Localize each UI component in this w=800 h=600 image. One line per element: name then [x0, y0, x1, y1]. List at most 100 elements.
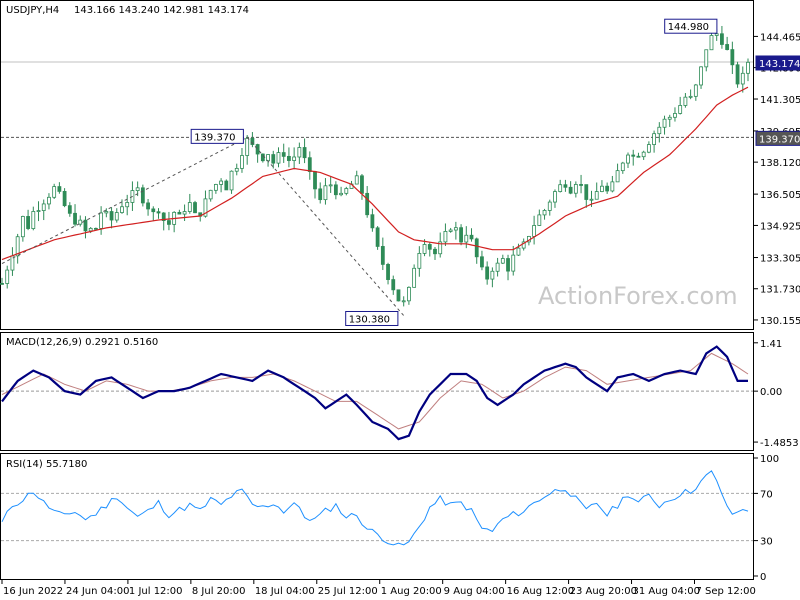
candle-body	[323, 185, 328, 201]
candle-body	[506, 258, 510, 272]
rsi-ytick-label: 100	[760, 454, 779, 465]
annotation-130380-box	[345, 310, 399, 326]
candle-body	[109, 211, 114, 221]
candle-body	[568, 186, 573, 194]
candle-body	[140, 187, 145, 204]
candle-body	[730, 49, 735, 66]
candle-body	[443, 231, 448, 243]
candle-body	[213, 184, 218, 191]
candle-body	[224, 180, 229, 191]
candle-body	[495, 262, 500, 272]
candle-body	[276, 152, 281, 164]
annotation-144980-text: 144.980	[668, 22, 709, 33]
candle-body	[47, 196, 51, 205]
candle-body	[370, 214, 375, 229]
candle-body	[725, 44, 730, 50]
candle-body	[0, 282, 4, 285]
candle-body	[255, 144, 260, 155]
candle-body	[542, 210, 547, 216]
candle-body	[203, 198, 208, 217]
rsi-ytick-label: 0	[760, 572, 766, 583]
candle-body	[683, 96, 688, 106]
candle-body	[396, 289, 401, 302]
candle-body	[36, 210, 41, 212]
candle-body	[365, 192, 370, 216]
candle-body	[589, 198, 594, 201]
annotation-130380-text: 130.380	[349, 314, 390, 325]
candle-body	[709, 35, 714, 51]
candle-body	[318, 188, 323, 201]
candle-body	[453, 227, 458, 231]
candle-body	[339, 192, 343, 196]
price-ytick-label: 131.730	[760, 285, 800, 296]
candle-body	[558, 184, 563, 192]
candle-body	[31, 211, 36, 229]
candle-body	[652, 133, 656, 145]
rsi-panel	[0, 453, 754, 580]
candle-body	[120, 206, 124, 213]
x-tick-label: 7 Sep 12:00	[695, 586, 755, 597]
candle-body	[354, 175, 359, 185]
candle-body	[537, 214, 542, 226]
candle-body	[391, 279, 396, 291]
candle-body	[187, 202, 192, 212]
candle-body	[641, 151, 646, 158]
level-label-box	[755, 130, 800, 146]
candle-body	[41, 203, 46, 211]
candle-body	[563, 184, 568, 188]
candle-body	[297, 147, 302, 158]
candle-body	[5, 269, 10, 284]
candle-body	[401, 300, 406, 303]
macd-ytick-label: -1.4853	[760, 438, 799, 449]
candle-body	[375, 227, 380, 247]
price-ytick-label: 138.120	[760, 158, 800, 169]
candle-body	[99, 212, 104, 229]
candle-body	[193, 202, 197, 214]
candle-body	[412, 267, 417, 288]
macd-line	[1, 345, 748, 441]
candle-body	[646, 144, 651, 153]
macd-signal-line	[1, 352, 749, 430]
rsi-line	[1, 470, 749, 546]
candle-body	[234, 167, 239, 172]
candle-body	[151, 208, 156, 213]
price-layer	[0, 25, 753, 316]
candle-body	[584, 184, 589, 200]
candle-body	[240, 155, 244, 169]
rsi-layer	[1, 470, 753, 546]
candle-body	[307, 157, 312, 172]
candle-body	[720, 33, 724, 45]
candle-body	[146, 202, 150, 210]
candle-body	[714, 33, 719, 36]
candle-body	[688, 95, 693, 98]
candle-body	[177, 211, 182, 215]
candle-body	[699, 66, 703, 86]
candle-body	[600, 185, 604, 192]
candle-body	[114, 212, 119, 221]
candle-body	[20, 216, 25, 238]
candle-body	[704, 49, 709, 68]
rsi-ytick-label: 30	[760, 537, 773, 548]
current-price-label-box	[755, 55, 800, 71]
candle-body	[52, 186, 57, 198]
candle-body	[281, 152, 286, 157]
candle-body	[271, 154, 276, 164]
candle-body	[88, 227, 93, 232]
candle-body	[313, 171, 317, 190]
macd-layer	[1, 345, 753, 441]
candle-body	[631, 154, 636, 157]
candle-body	[182, 211, 187, 215]
candle-body	[287, 155, 291, 161]
candle-body	[667, 116, 672, 120]
candle-body	[500, 258, 505, 264]
x-tick-label: 25 Jul 12:00	[318, 586, 378, 597]
candle-body	[459, 227, 463, 243]
candle-body	[229, 170, 234, 191]
candle-body	[15, 236, 20, 257]
candle-body	[328, 184, 333, 187]
macd-title: MACD(12,26,9) 0.2921 0.5160	[6, 337, 158, 348]
candle-body	[62, 191, 67, 207]
candle-body	[26, 216, 30, 229]
x-tick-label: 16 Aug 12:00	[507, 586, 574, 597]
